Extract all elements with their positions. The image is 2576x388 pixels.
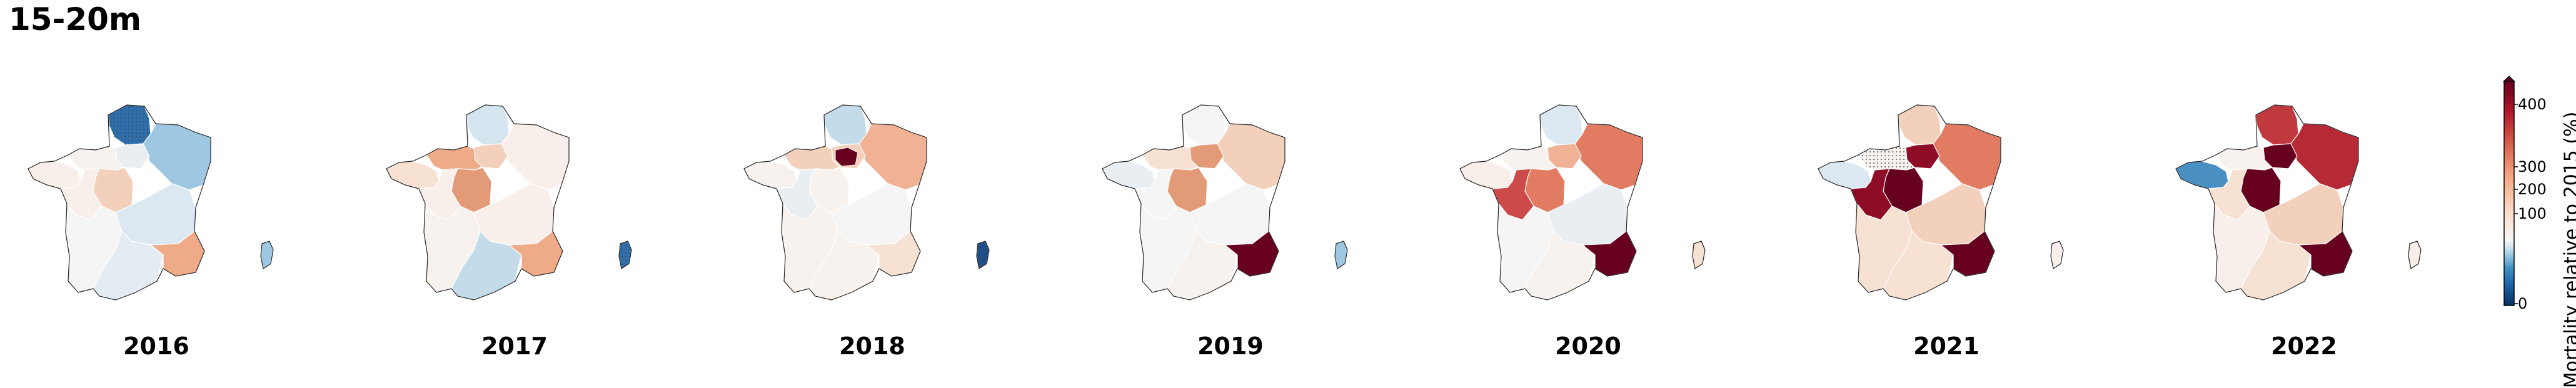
colorbar: 400 300 200 100 0 Mortality relative to … bbox=[2467, 69, 2576, 362]
region-bretagne bbox=[1460, 161, 1512, 189]
region-grand-est bbox=[501, 124, 569, 190]
region-hauts-de-france bbox=[1540, 105, 1582, 145]
year-label-2016: 2016 bbox=[22, 332, 291, 360]
year-label-2020: 2020 bbox=[1454, 332, 1723, 360]
region-grand-est bbox=[1575, 124, 1643, 190]
map-panel-2021 bbox=[1812, 56, 2081, 306]
france-map bbox=[22, 56, 291, 306]
map-panel-2016 bbox=[22, 56, 291, 306]
region-grand-est bbox=[143, 124, 211, 190]
region-grand-est bbox=[859, 124, 927, 190]
region-hatch-hauts-de-france bbox=[108, 105, 151, 145]
colorbar-tick-400: 400 bbox=[2518, 96, 2547, 113]
map-panel-2019 bbox=[1096, 56, 1365, 306]
france-map bbox=[738, 56, 1007, 306]
region-bretagne bbox=[744, 161, 797, 189]
page-title: 15-20m bbox=[9, 1, 141, 37]
france-map bbox=[380, 56, 649, 306]
year-label-2017: 2017 bbox=[380, 332, 649, 360]
map-panel-2022 bbox=[2170, 56, 2438, 306]
colorbar-extend-arrow bbox=[2504, 76, 2514, 81]
colorbar-tick-300: 300 bbox=[2518, 158, 2547, 176]
colorbar-tick-200: 200 bbox=[2518, 181, 2547, 198]
region-bretagne bbox=[28, 161, 81, 189]
year-label-2021: 2021 bbox=[1812, 332, 2081, 360]
region-hauts-de-france bbox=[824, 105, 867, 145]
region-bretagne bbox=[1818, 161, 1871, 189]
region-hauts-de-france bbox=[1182, 105, 1225, 145]
region-hauts-de-france bbox=[1898, 105, 1941, 145]
france-map bbox=[1454, 56, 1723, 306]
region-grand-est bbox=[1933, 124, 2001, 190]
france-map bbox=[1812, 56, 2081, 306]
region-bretagne bbox=[2176, 161, 2228, 189]
year-label-2022: 2022 bbox=[2170, 332, 2438, 360]
colorbar-gradient bbox=[2504, 81, 2514, 306]
region-grand-est bbox=[2291, 124, 2358, 190]
france-map bbox=[2170, 56, 2438, 306]
region-hauts-de-france bbox=[2256, 105, 2298, 145]
year-label-2019: 2019 bbox=[1096, 332, 1365, 360]
map-panel-2018 bbox=[738, 56, 1007, 306]
map-panel-2020 bbox=[1454, 56, 1723, 306]
region-grand-est bbox=[1217, 124, 1285, 190]
region-hauts-de-france bbox=[466, 105, 509, 145]
colorbar-tick-0: 0 bbox=[2518, 295, 2527, 312]
map-panel-2017 bbox=[380, 56, 649, 306]
france-map bbox=[1096, 56, 1365, 306]
region-bretagne bbox=[386, 161, 439, 189]
year-label-2018: 2018 bbox=[738, 332, 1007, 360]
region-bretagne bbox=[1102, 161, 1155, 189]
colorbar-tick-100: 100 bbox=[2518, 205, 2547, 222]
colorbar-label: Mortality relative to 2015 (%) bbox=[2561, 112, 2576, 388]
